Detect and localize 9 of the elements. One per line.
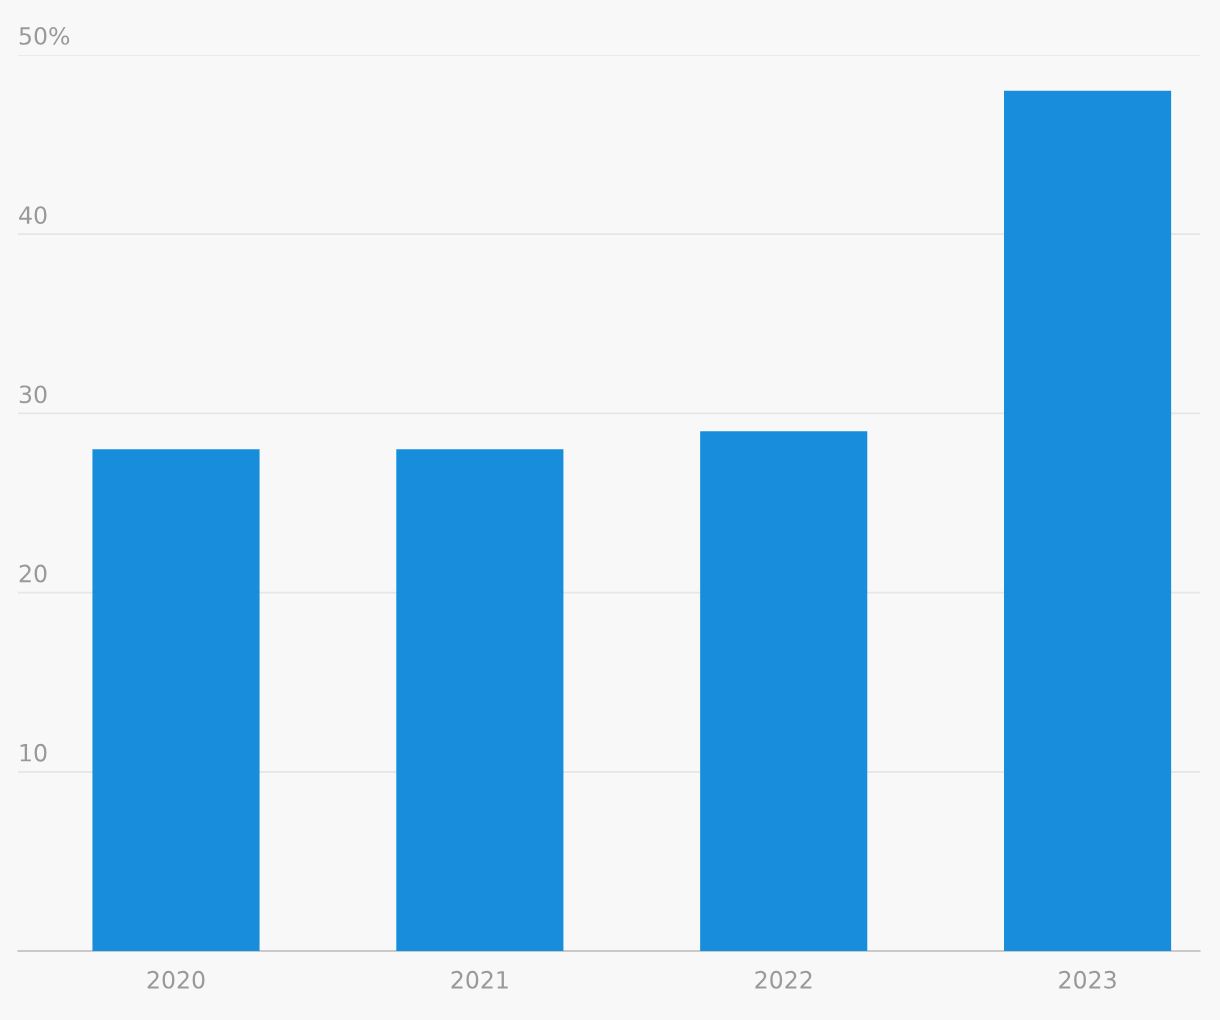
y-tick-label: 10 [20, 743, 47, 762]
y-tick-label: 30 [19, 385, 47, 404]
y-tick-label: 50% [19, 27, 70, 45]
y-tick-label: 20 [19, 564, 47, 583]
x-tick-label: 2021 [451, 970, 508, 989]
y-tick-label: 40 [19, 206, 47, 225]
x-tick-label: 2022 [755, 970, 812, 989]
x-tick-label: 2023 [1059, 970, 1116, 989]
x-tick-label: 2020 [147, 970, 205, 989]
